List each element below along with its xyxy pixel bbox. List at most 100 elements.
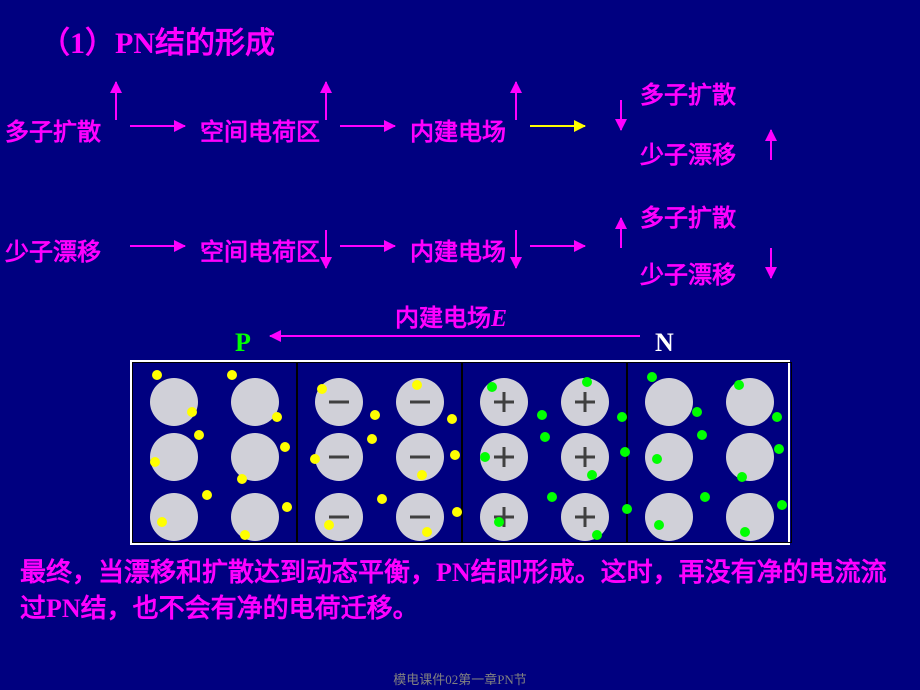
flow2-arrow3 — [530, 245, 585, 247]
electron-carrier — [592, 530, 602, 540]
flow1-arrow-up2 — [325, 82, 327, 120]
electron-carrier — [700, 492, 710, 502]
ion-row — [628, 493, 791, 541]
ion-row — [628, 378, 791, 426]
hole-carrier — [150, 457, 160, 467]
hole-carrier — [377, 494, 387, 504]
ion — [231, 493, 279, 541]
electron-carrier — [494, 517, 504, 527]
electron-carrier — [537, 410, 547, 420]
ion — [726, 493, 774, 541]
flow1-t2: 空间电荷区 — [200, 112, 320, 147]
field-label-text: 内建电场 — [395, 306, 491, 332]
electron-carrier — [777, 500, 787, 510]
flow2-arrow-up — [620, 218, 622, 248]
field-arrow — [270, 335, 640, 337]
flow2-t1: 少子漂移 — [5, 232, 101, 267]
flow1-t4a: 多子扩散 — [640, 75, 736, 110]
hole-carrier — [237, 474, 247, 484]
slide-footer: 模电课件02第一章PN节 — [393, 669, 527, 688]
ion — [645, 493, 693, 541]
flow2-arrow-down2 — [325, 230, 327, 268]
title-paren: （1）PN结的形成 — [40, 27, 275, 60]
electron-carrier — [697, 430, 707, 440]
hole-carrier — [447, 414, 457, 424]
hole-carrier — [452, 507, 462, 517]
electron-carrier — [587, 470, 597, 480]
hole-carrier — [317, 384, 327, 394]
hole-carrier — [280, 442, 290, 452]
ion — [150, 378, 198, 426]
pn-junction-diagram — [130, 360, 790, 545]
flow1-arrow-up — [115, 82, 117, 120]
electron-carrier — [540, 432, 550, 442]
electron-carrier — [737, 472, 747, 482]
hole-carrier — [282, 502, 292, 512]
hole-carrier — [412, 380, 422, 390]
ion — [726, 433, 774, 481]
hole-carrier — [152, 370, 162, 380]
flow1-t4b: 少子漂移 — [640, 135, 736, 170]
hole-carrier — [157, 517, 167, 527]
field-label: 内建电场E — [395, 298, 507, 333]
slide-title: （1）PN结的形成 — [40, 18, 275, 62]
electron-carrier — [772, 412, 782, 422]
hole-carrier — [240, 530, 250, 540]
electron-carrier — [487, 382, 497, 392]
hole-carrier — [417, 470, 427, 480]
hole-carrier — [194, 430, 204, 440]
electron-carrier — [654, 520, 664, 530]
flow2-t2: 空间电荷区 — [200, 232, 320, 267]
n-region-label: N — [655, 328, 674, 358]
flow2-t3: 内建电场 — [410, 232, 506, 267]
region-p-bulk — [132, 362, 297, 543]
electron-carrier — [647, 372, 657, 382]
electron-carrier — [620, 447, 630, 457]
ion — [150, 493, 198, 541]
electron-carrier — [480, 452, 490, 462]
ion — [396, 493, 444, 541]
field-label-e: E — [491, 306, 507, 332]
hole-carrier — [370, 410, 380, 420]
ion-row — [133, 493, 296, 541]
ion — [315, 433, 363, 481]
flow2-t4a: 多子扩散 — [640, 198, 736, 233]
ion — [561, 433, 609, 481]
electron-carrier — [617, 412, 627, 422]
flow2-arrow-down3 — [515, 230, 517, 268]
electron-carrier — [652, 454, 662, 464]
ion-row — [298, 433, 461, 481]
flow1-t1: 多子扩散 — [5, 112, 101, 147]
electron-carrier — [582, 377, 592, 387]
hole-carrier — [450, 450, 460, 460]
flow1-arrow1 — [130, 125, 185, 127]
electron-carrier — [734, 380, 744, 390]
flow2-arrow1 — [130, 245, 185, 247]
electron-carrier — [547, 492, 557, 502]
p-region-label: P — [235, 328, 251, 358]
flow1-arrow2 — [340, 125, 395, 127]
electron-carrier — [692, 407, 702, 417]
region-n-bulk — [627, 362, 792, 543]
conclusion-text: 最终，当漂移和扩散达到动态平衡，PN结即形成。这时，再没有净的电流流过PN结，也… — [20, 555, 900, 628]
electron-carrier — [774, 444, 784, 454]
flow1-arrow3 — [530, 125, 585, 127]
hole-carrier — [422, 527, 432, 537]
hole-carrier — [324, 520, 334, 530]
flow2-arrow2 — [340, 245, 395, 247]
flow1-t3: 内建电场 — [410, 112, 506, 147]
ion — [480, 493, 528, 541]
hole-carrier — [272, 412, 282, 422]
hole-carrier — [367, 434, 377, 444]
hole-carrier — [202, 490, 212, 500]
hole-carrier — [310, 454, 320, 464]
ion — [561, 493, 609, 541]
hole-carrier — [227, 370, 237, 380]
flow1-arrow-down — [620, 100, 622, 130]
electron-carrier — [622, 504, 632, 514]
electron-carrier — [740, 527, 750, 537]
hole-carrier — [187, 407, 197, 417]
flow1-arrow-up4 — [770, 130, 772, 160]
flow2-arrow-down4 — [770, 248, 772, 278]
flow2-t4b: 少子漂移 — [640, 255, 736, 290]
